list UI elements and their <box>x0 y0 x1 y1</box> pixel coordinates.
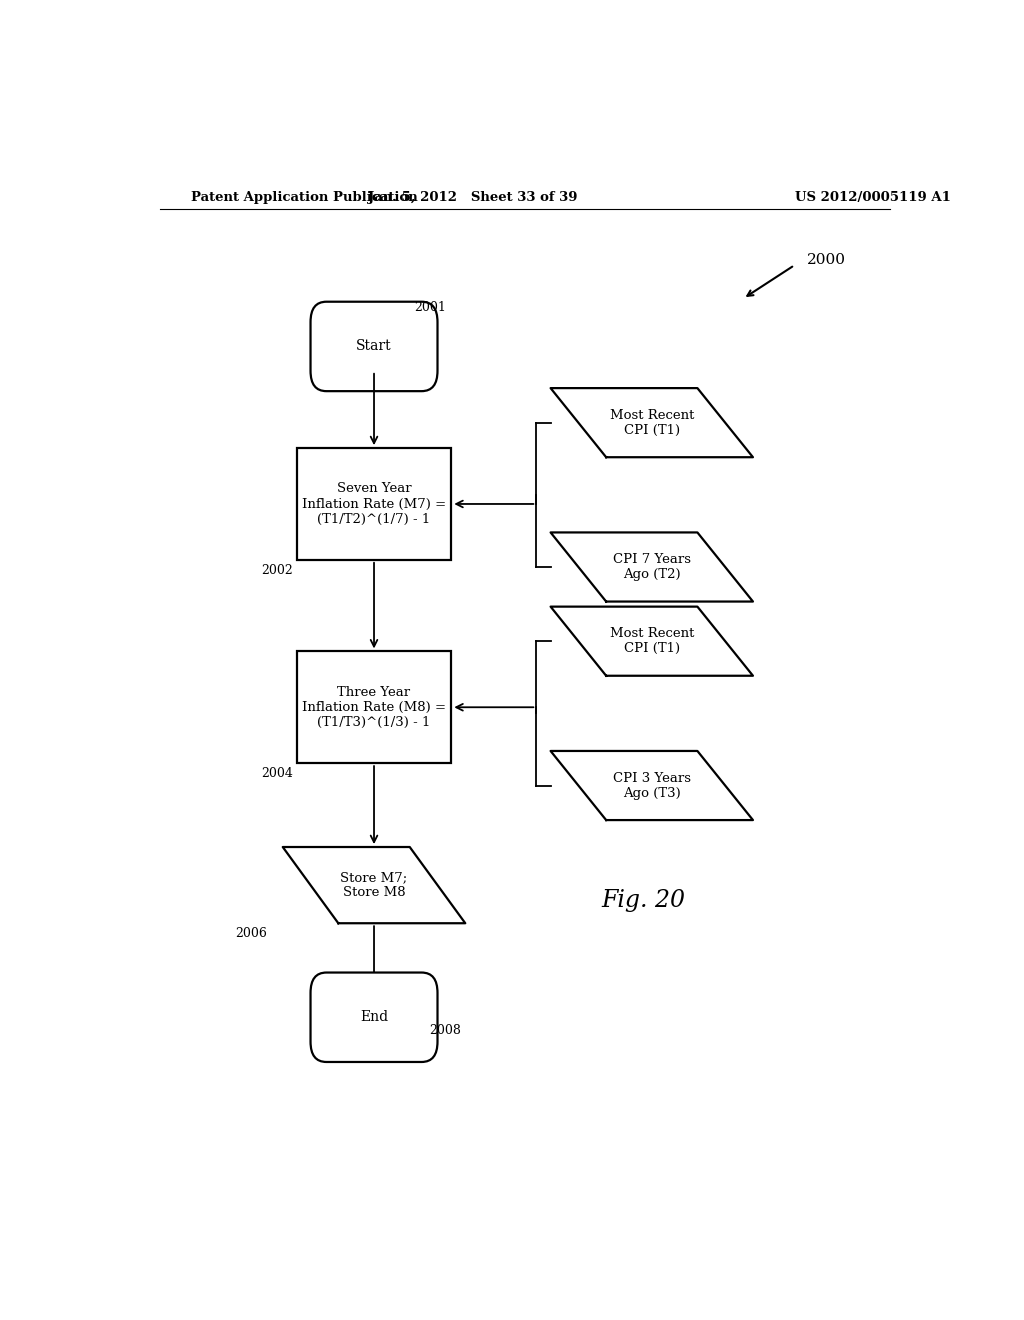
Polygon shape <box>551 607 753 676</box>
Bar <box>297 651 452 763</box>
Polygon shape <box>551 388 753 457</box>
Polygon shape <box>551 532 753 602</box>
Text: Jan. 5, 2012   Sheet 33 of 39: Jan. 5, 2012 Sheet 33 of 39 <box>369 190 578 203</box>
Text: Patent Application Publication: Patent Application Publication <box>191 190 418 203</box>
Text: 2002: 2002 <box>261 564 293 577</box>
Text: CPI 7 Years
Ago (T2): CPI 7 Years Ago (T2) <box>612 553 691 581</box>
Text: End: End <box>360 1010 388 1024</box>
Polygon shape <box>283 847 465 923</box>
Text: Start: Start <box>356 339 392 354</box>
Text: Most Recent
CPI (T1): Most Recent CPI (T1) <box>609 409 694 437</box>
Text: Fig. 20: Fig. 20 <box>602 888 686 912</box>
Text: Three Year
Inflation Rate (M8) =
(T1/T3)^(1/3) - 1: Three Year Inflation Rate (M8) = (T1/T3)… <box>302 686 446 729</box>
Bar <box>297 447 452 560</box>
Text: 2008: 2008 <box>430 1023 462 1036</box>
Polygon shape <box>551 751 753 820</box>
Text: 2000: 2000 <box>807 253 846 267</box>
FancyBboxPatch shape <box>310 973 437 1063</box>
Text: Store M7;
Store M8: Store M7; Store M8 <box>340 871 408 899</box>
Text: 2004: 2004 <box>261 767 293 780</box>
Text: 2006: 2006 <box>234 928 267 940</box>
Text: Most Recent
CPI (T1): Most Recent CPI (T1) <box>609 627 694 655</box>
FancyBboxPatch shape <box>310 302 437 391</box>
Text: Seven Year
Inflation Rate (M7) =
(T1/T2)^(1/7) - 1: Seven Year Inflation Rate (M7) = (T1/T2)… <box>302 483 446 525</box>
Text: 2001: 2001 <box>414 301 445 314</box>
Text: US 2012/0005119 A1: US 2012/0005119 A1 <box>795 190 950 203</box>
Text: CPI 3 Years
Ago (T3): CPI 3 Years Ago (T3) <box>612 771 691 800</box>
